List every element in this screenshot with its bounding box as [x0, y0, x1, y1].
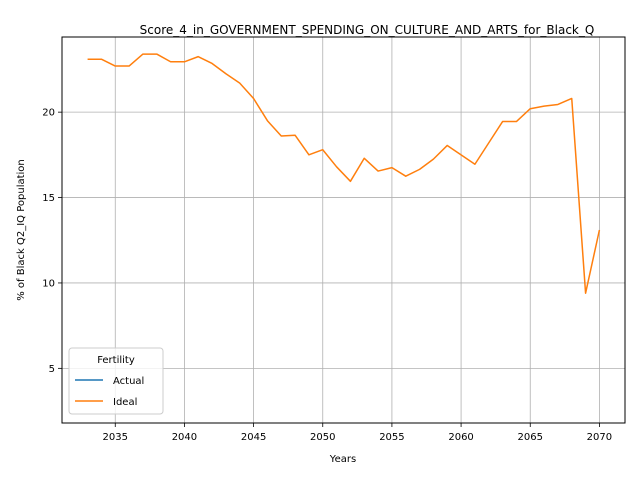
plot-lines — [87, 53, 601, 294]
x-tick-label: 2040 — [172, 432, 197, 443]
x-tick-label: 2070 — [587, 432, 612, 443]
y-tick-label: 5 — [49, 364, 55, 375]
y-tick-label: 20 — [42, 108, 55, 119]
x-tick-label: 2060 — [448, 432, 473, 443]
plot-frame — [61, 36, 626, 424]
chart-title: Score_4_in_GOVERNMENT_SPENDING_ON_CULTUR… — [140, 23, 595, 37]
y-tick-label: 10 — [42, 278, 55, 289]
y-axis-label: % of Black Q2_IQ Population — [16, 159, 27, 301]
x-tick-label: 2065 — [518, 432, 543, 443]
legend-box — [68, 347, 164, 415]
y-tick-label: 15 — [42, 193, 55, 204]
legend-label-actual: Actual — [113, 376, 144, 387]
legend: Fertility Actual Ideal — [68, 347, 164, 415]
x-tick-label: 2045 — [241, 432, 266, 443]
x-tick-label: 2055 — [379, 432, 404, 443]
y-ticks: 5 10 15 20 — [42, 108, 62, 375]
x-ticks: 2035 2040 2045 2050 2055 2060 2065 2070 — [103, 423, 612, 443]
legend-title: Fertility — [97, 355, 135, 366]
legend-label-ideal: Ideal — [113, 397, 137, 408]
x-tick-label: 2035 — [103, 432, 128, 443]
x-axis-label: Years — [329, 454, 356, 465]
series-line-ideal — [87, 53, 601, 294]
x-grid — [114, 37, 600, 423]
x-tick-label: 2050 — [310, 432, 335, 443]
